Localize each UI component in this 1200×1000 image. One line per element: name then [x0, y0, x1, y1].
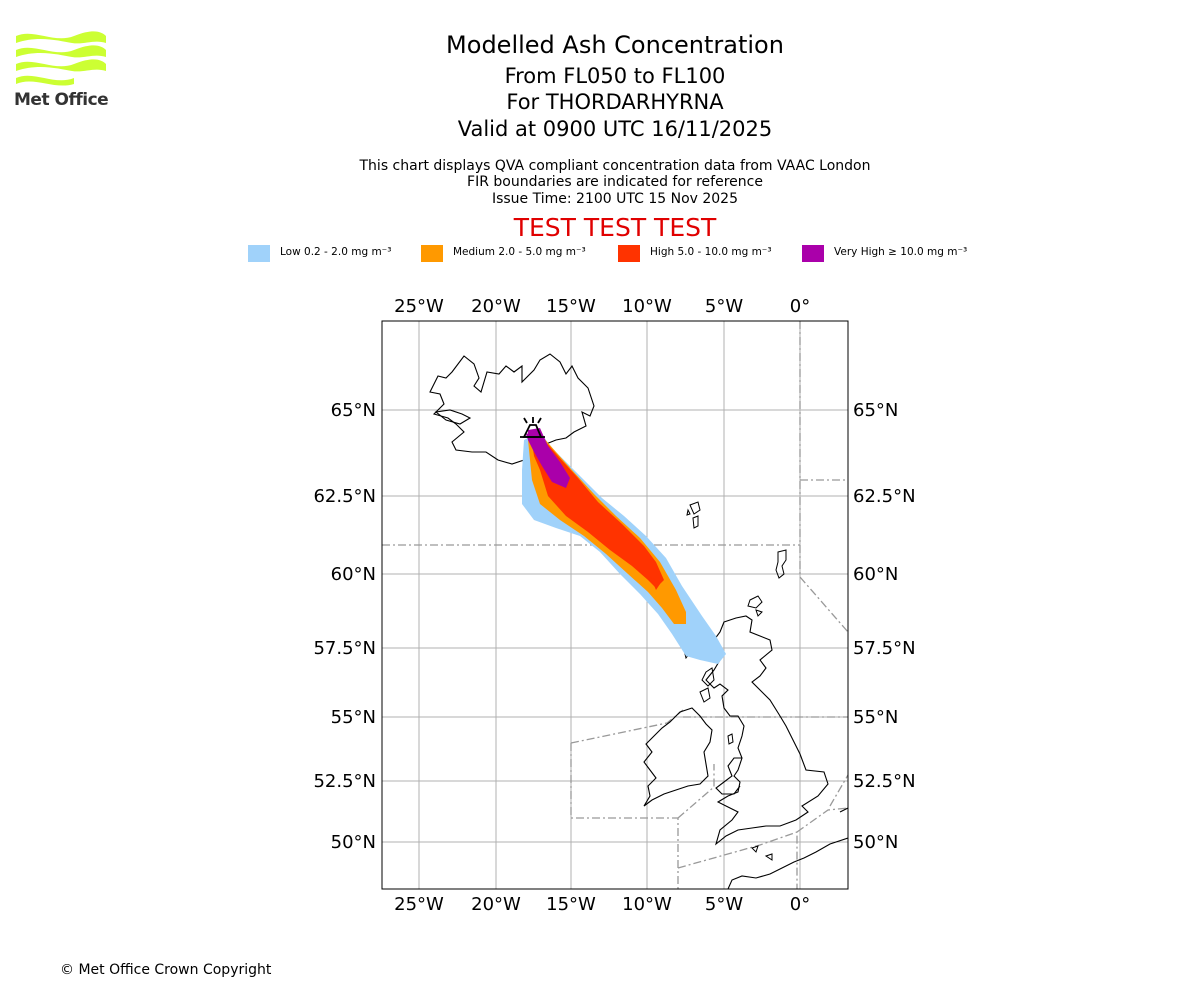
map-frame [381, 320, 849, 890]
lat-label-left: 62.5°N [313, 486, 376, 507]
lon-label-bottom: 15°W [546, 894, 596, 915]
map-area [382, 321, 848, 889]
lat-labels-left: 65°N 62.5°N 60°N 57.5°N 55°N 52.5°N 50°N [313, 400, 376, 853]
orkney [747, 595, 763, 617]
volcano-icon [520, 417, 545, 438]
great-britain-coastline [705, 615, 829, 846]
lon-label-bottom: 10°W [622, 894, 672, 915]
fir-boundaries [382, 321, 848, 889]
isle-of-man [727, 733, 734, 745]
lat-label-left: 65°N [331, 400, 376, 421]
legend-swatch-medium [421, 245, 443, 262]
lon-label-top: 0° [790, 296, 810, 317]
test-banner: TEST TEST TEST [513, 213, 717, 242]
lon-label-bottom: 25°W [394, 894, 444, 915]
lat-label-left: 57.5°N [313, 638, 376, 659]
copyright: © Met Office Crown Copyright [60, 962, 272, 978]
legend-label-medium: Medium 2.0 - 5.0 mg m⁻³ [453, 246, 586, 258]
ireland-coastline [643, 707, 713, 807]
chart-title: Modelled Ash Concentration [446, 31, 784, 59]
legend-swatch-high [618, 245, 640, 262]
lat-label-left: 55°N [331, 707, 376, 728]
lon-label-top: 15°W [546, 296, 596, 317]
iceland-peninsula [434, 409, 472, 425]
ash-very-high-spot [526, 432, 534, 440]
lat-label-right: 55°N [853, 707, 898, 728]
france-coastline [727, 837, 848, 889]
subtitle-line-1: This chart displays QVA compliant concen… [359, 158, 871, 174]
ash-high-spot [650, 576, 660, 590]
lon-label-top: 5°W [705, 296, 743, 317]
lat-label-left: 50°N [331, 832, 376, 853]
lat-label-right: 50°N [853, 832, 898, 853]
legend-swatch-low [248, 245, 270, 262]
ash-very-high [528, 428, 570, 488]
lat-label-right: 57.5°N [853, 638, 916, 659]
lon-label-bottom: 5°W [705, 894, 743, 915]
lon-label-bottom: 0° [790, 894, 810, 915]
lat-label-right: 65°N [853, 400, 898, 421]
volcano-name: For THORDARHYRNA [506, 90, 724, 114]
lon-labels-bottom: 25°W 20°W 15°W 10°W 5°W 0° [394, 894, 810, 915]
legend-label-very-high: Very High ≥ 10.0 mg m⁻³ [834, 246, 968, 258]
lon-labels-top: 25°W 20°W 15°W 10°W 5°W 0° [394, 296, 810, 317]
issue-time: Issue Time: 2100 UTC 15 Nov 2025 [491, 191, 739, 207]
lon-label-top: 25°W [394, 296, 444, 317]
logo-text: Met Office [14, 90, 109, 110]
met-office-logo-icon [16, 31, 106, 86]
flight-levels: From FL050 to FL100 [504, 64, 726, 88]
lat-label-left: 52.5°N [313, 771, 376, 792]
shetland [775, 549, 787, 579]
lat-label-right: 62.5°N [853, 486, 916, 507]
subtitle-line-2: FIR boundaries are indicated for referen… [467, 174, 763, 190]
valid-time: Valid at 0900 UTC 16/11/2025 [457, 117, 773, 141]
lon-label-top: 10°W [622, 296, 672, 317]
legend-swatch-very-high [802, 245, 824, 262]
netherlands-coastline [839, 807, 848, 813]
lon-label-bottom: 20°W [471, 894, 521, 915]
lon-label-top: 20°W [471, 296, 521, 317]
lat-label-left: 60°N [331, 564, 376, 585]
gridlines [382, 321, 848, 889]
legend-label-high: High 5.0 - 10.0 mg m⁻³ [650, 246, 772, 258]
met-office-logo: Met Office [14, 30, 110, 114]
faroe-islands [686, 501, 701, 529]
legend-label-low: Low 0.2 - 2.0 mg m⁻³ [280, 246, 392, 258]
lat-label-right: 52.5°N [853, 771, 916, 792]
lat-label-right: 60°N [853, 564, 898, 585]
lat-labels-right: 65°N 62.5°N 60°N 57.5°N 55°N 52.5°N 50°N [853, 400, 916, 853]
channel-islands [751, 845, 773, 861]
iceland-coastline [429, 353, 595, 465]
wales-coastline [715, 757, 742, 795]
